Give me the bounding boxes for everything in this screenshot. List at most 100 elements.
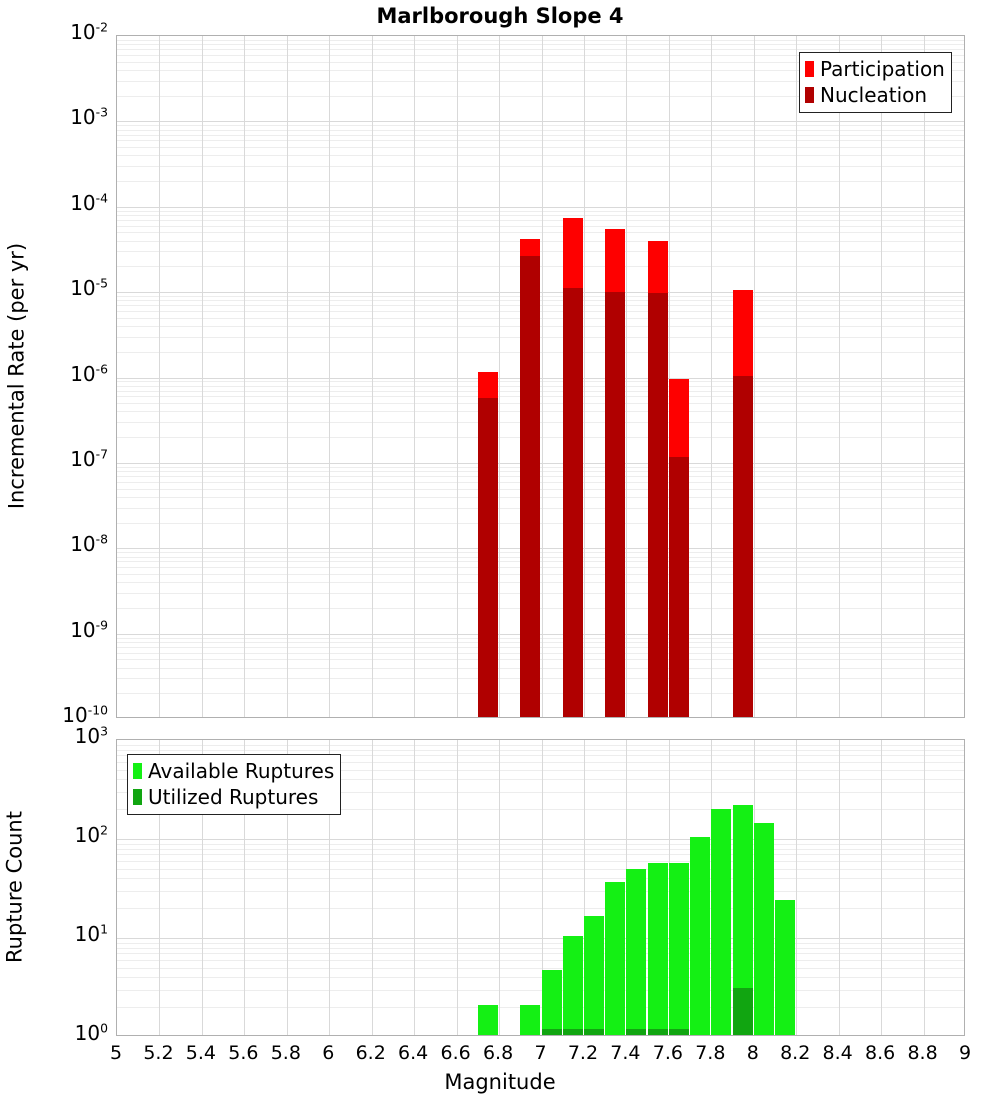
gridline-minor-horizontal — [117, 659, 964, 660]
bar-available-ruptures — [690, 837, 711, 1035]
gridline-major-vertical — [457, 36, 458, 717]
gridline-minor-horizontal — [117, 220, 964, 221]
gridline-minor-horizontal — [117, 326, 964, 327]
bar-nucleation — [605, 292, 626, 717]
gridline-major-vertical — [796, 36, 797, 717]
top-y-tick--2: 10-2 — [70, 19, 108, 44]
gridline-minor-horizontal — [117, 386, 964, 387]
gridline-minor-horizontal — [117, 844, 964, 845]
gridline-minor-horizontal — [117, 296, 964, 297]
top-y-tick--5: 10-5 — [70, 275, 108, 301]
legend-swatch-icon — [805, 87, 814, 103]
gridline-minor-horizontal — [117, 81, 964, 82]
gridline-minor-horizontal — [117, 869, 964, 870]
gridline-major-horizontal — [117, 839, 964, 840]
gridline-minor-horizontal — [117, 750, 964, 751]
x-tick-6.6: 6.6 — [440, 1042, 471, 1064]
bar-utilized-ruptures — [626, 1029, 647, 1035]
gridline-minor-horizontal — [117, 232, 964, 233]
gridline-major-vertical — [711, 36, 712, 717]
bar-available-ruptures — [668, 862, 689, 1035]
gridline-major-vertical — [584, 36, 585, 717]
gridline-major-vertical — [542, 36, 543, 717]
gridline-minor-horizontal — [117, 990, 964, 991]
bottom-y-tick-2: 102 — [74, 822, 108, 847]
gridline-minor-horizontal — [117, 943, 964, 944]
gridline-minor-horizontal — [117, 181, 964, 182]
gridline-major-vertical — [499, 36, 500, 717]
legend-swatch-icon — [133, 789, 142, 805]
gridline-major-vertical — [329, 740, 330, 1035]
gridline-minor-horizontal — [117, 755, 964, 756]
gridline-minor-horizontal — [117, 653, 964, 654]
x-axis-label: Magnitude — [444, 1070, 556, 1094]
chart-title: Marlborough Slope 4 — [376, 4, 624, 28]
x-tick-6.4: 6.4 — [398, 1042, 429, 1064]
gridline-major-horizontal — [117, 292, 964, 293]
gridline-major-vertical — [457, 740, 458, 1035]
bar-nucleation — [732, 375, 753, 717]
gridline-major-horizontal — [117, 378, 964, 379]
top-y-tick--9: 10-9 — [70, 616, 108, 642]
bar-utilized-ruptures — [732, 987, 753, 1035]
gridline-minor-horizontal — [117, 211, 964, 212]
gridline-minor-horizontal — [117, 809, 964, 810]
gridline-minor-horizontal — [117, 508, 964, 509]
x-tick-8.8: 8.8 — [907, 1042, 938, 1064]
gridline-major-vertical — [881, 36, 882, 717]
top-panel-plot-area — [116, 35, 965, 718]
gridline-minor-horizontal — [117, 166, 964, 167]
bottom-y-tick-0: 100 — [74, 1020, 108, 1045]
gridline-major-vertical — [881, 740, 882, 1035]
gridline-minor-horizontal — [117, 251, 964, 252]
gridline-major-vertical — [499, 740, 500, 1035]
gridline-minor-horizontal — [117, 561, 964, 562]
gridline-minor-horizontal — [117, 147, 964, 148]
gridline-minor-horizontal — [117, 55, 964, 56]
bar-available-ruptures — [562, 936, 583, 1035]
gridline-major-vertical — [796, 740, 797, 1035]
x-tick-6: 6 — [322, 1042, 335, 1064]
bar-available-ruptures — [626, 869, 647, 1035]
gridline-minor-horizontal — [117, 140, 964, 141]
bar-available-ruptures — [477, 1005, 498, 1035]
x-tick-5: 5 — [109, 1042, 123, 1064]
bar-utilized-ruptures — [647, 1029, 668, 1035]
gridline-major-vertical — [839, 740, 840, 1035]
bar-nucleation — [520, 256, 541, 717]
gridline-major-vertical — [754, 36, 755, 717]
top-legend-item: Participation — [805, 56, 945, 82]
gridline-minor-horizontal — [117, 908, 964, 909]
gridline-minor-horizontal — [117, 567, 964, 568]
bar-nucleation — [668, 457, 689, 717]
x-tick-5.8: 5.8 — [270, 1042, 301, 1064]
gridline-minor-horizontal — [117, 215, 964, 216]
gridline-minor-horizontal — [117, 489, 964, 490]
gridline-minor-horizontal — [117, 638, 964, 639]
top-y-tick--8: 10-8 — [70, 531, 108, 557]
gridline-minor-horizontal — [117, 411, 964, 412]
bar-available-ruptures — [711, 809, 732, 1035]
bar-available-ruptures — [732, 805, 753, 1035]
bar-available-ruptures — [520, 1005, 541, 1035]
legend-label: Available Ruptures — [148, 759, 335, 783]
gridline-major-horizontal — [117, 938, 964, 939]
gridline-minor-horizontal — [117, 854, 964, 855]
bar-nucleation — [477, 397, 498, 717]
gridline-major-vertical — [372, 740, 373, 1035]
x-tick-7.4: 7.4 — [610, 1042, 641, 1064]
gridline-minor-horizontal — [117, 44, 964, 45]
gridline-major-vertical — [669, 36, 670, 717]
gridline-minor-horizontal — [117, 693, 964, 694]
gridline-minor-horizontal — [117, 849, 964, 850]
gridline-major-horizontal — [117, 463, 964, 464]
gridline-major-vertical — [244, 36, 245, 717]
gridline-minor-horizontal — [117, 678, 964, 679]
gridline-minor-horizontal — [117, 574, 964, 575]
gridline-minor-horizontal — [117, 337, 964, 338]
gridline-major-vertical — [244, 740, 245, 1035]
gridline-major-horizontal — [117, 207, 964, 208]
bottom-panel-y-axis-label: Rupture Count — [2, 810, 26, 963]
gridline-minor-horizontal — [117, 422, 964, 423]
gridline-major-vertical — [329, 36, 330, 717]
